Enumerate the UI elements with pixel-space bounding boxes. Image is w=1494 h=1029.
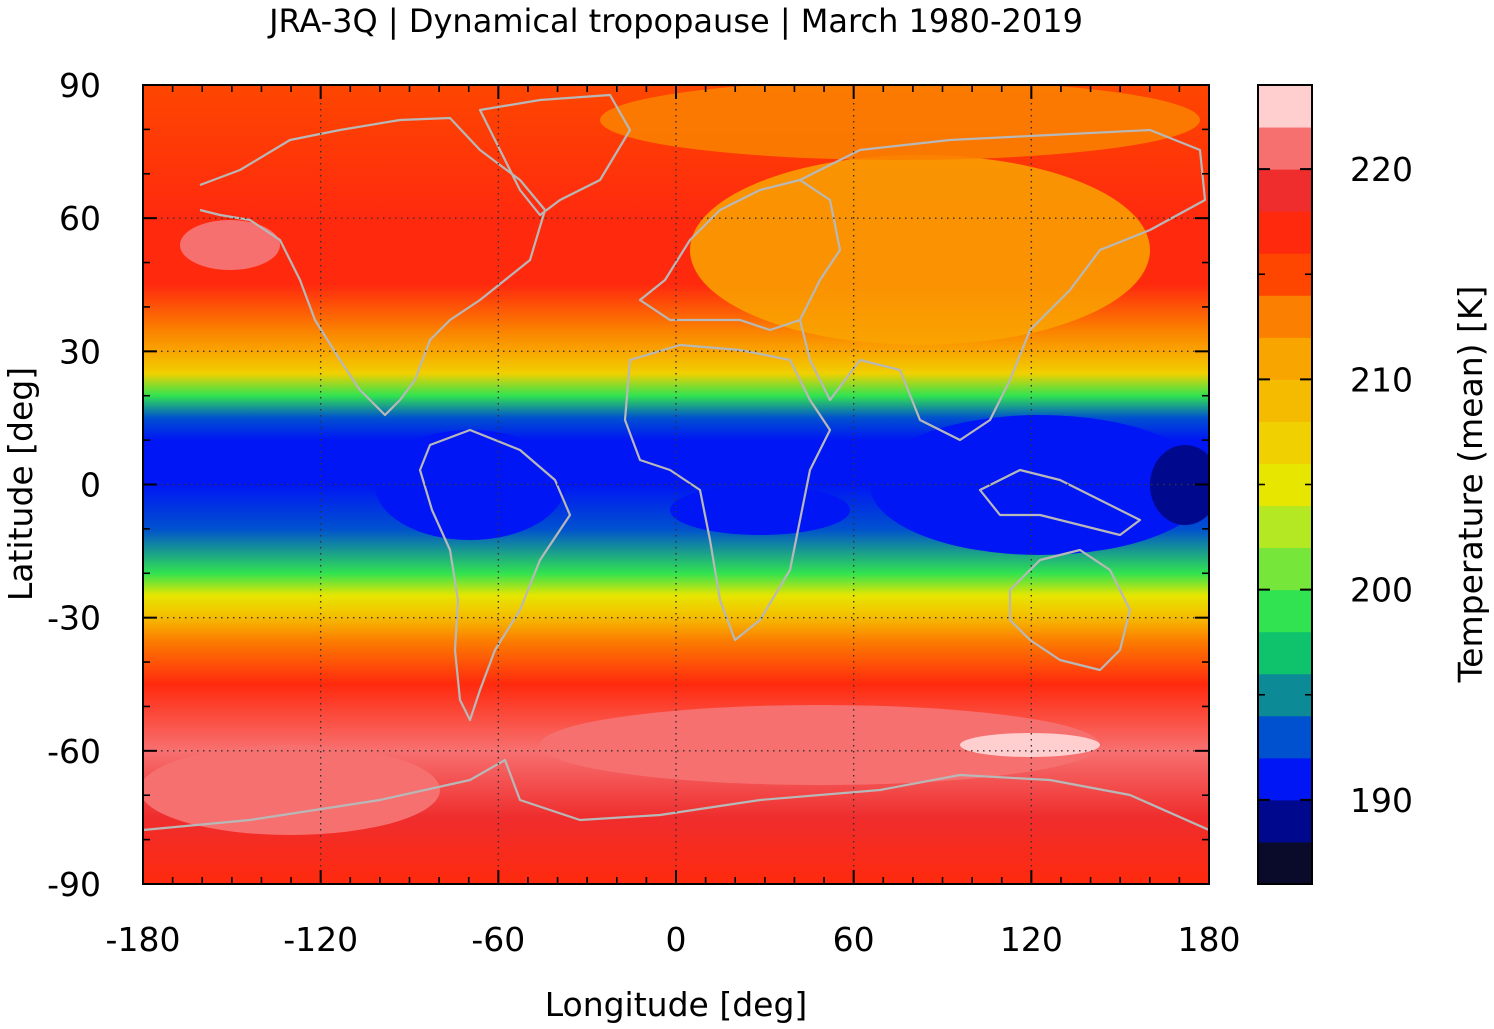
y-tick-label: 0 xyxy=(80,466,101,505)
arctic-warm-patch xyxy=(600,85,1200,160)
chart-title: JRA-3Q | Dynamical tropopause | March 19… xyxy=(267,2,1083,40)
colorbar xyxy=(1258,85,1312,885)
colorbar-swatch xyxy=(1258,127,1312,170)
maritime-continent-coastline xyxy=(978,468,1142,537)
west-pacific-min xyxy=(1150,445,1209,525)
maritime-cold-patch xyxy=(870,415,1209,555)
colorbar-swatch xyxy=(1258,505,1312,549)
gridlines xyxy=(143,85,1209,884)
colorbar-tick-label: 210 xyxy=(1350,360,1413,399)
y-tick-label: 90 xyxy=(59,66,101,105)
x-tick-label: 180 xyxy=(1178,920,1241,959)
south-ocean-patch-west xyxy=(143,745,440,835)
y-tick-label: -30 xyxy=(47,599,101,638)
colorbar-ticks: 190 200 210 220 xyxy=(1258,150,1413,820)
y-tick-label: -60 xyxy=(47,732,101,771)
south-ocean-max xyxy=(960,733,1100,757)
colorbar-swatch xyxy=(1258,169,1312,212)
anomaly-patches xyxy=(143,85,1209,835)
africa-coastline xyxy=(623,343,832,642)
colorbar-swatch xyxy=(1258,547,1312,591)
greenland-coastline xyxy=(478,93,632,217)
x-tick-label: -180 xyxy=(106,920,181,959)
colorbar-swatch xyxy=(1258,295,1312,338)
colorbar-swatch xyxy=(1258,673,1312,717)
y-tick-label: 60 xyxy=(59,199,101,238)
alaska-patch xyxy=(180,220,280,270)
colorbar-swatch xyxy=(1258,85,1312,128)
x-tick-label: 0 xyxy=(666,920,687,959)
south-america-coastline xyxy=(418,428,572,722)
colorbar-tick-label: 190 xyxy=(1350,781,1413,820)
colorbar-swatch xyxy=(1258,337,1312,380)
coastlines xyxy=(143,93,1209,832)
amazon-cold-patch xyxy=(375,430,565,540)
y-axis-title: Latitude [deg] xyxy=(1,367,40,601)
y-tick-label: -90 xyxy=(47,865,101,904)
colorbar-tick-label: 220 xyxy=(1350,150,1413,189)
x-tick-label: -60 xyxy=(471,920,525,959)
africa-cold-patch xyxy=(670,485,850,535)
x-axis-ticks: -180 -120 -60 0 60 120 180 xyxy=(106,85,1241,959)
colorbar-swatch xyxy=(1258,589,1312,633)
colorbar-swatch xyxy=(1258,841,1312,885)
y-tick-label: 30 xyxy=(59,332,101,371)
colorbar-swatch xyxy=(1258,253,1312,296)
colorbar-swatch xyxy=(1258,421,1312,464)
asia-coastline xyxy=(798,128,1207,442)
europe-coastline xyxy=(638,178,842,332)
colorbar-swatch xyxy=(1258,799,1312,843)
antarctica-coastline xyxy=(143,758,1209,832)
colorbar-tick-label: 200 xyxy=(1350,571,1413,610)
y-axis-ticks: 90 60 30 0 -30 -60 -90 xyxy=(47,66,1209,904)
colorbar-swatch xyxy=(1258,715,1312,759)
australia-coastline xyxy=(1008,548,1132,672)
x-tick-label: -120 xyxy=(283,920,358,959)
map-plot-area xyxy=(143,85,1209,884)
south-ocean-patch-east xyxy=(540,705,1100,785)
colorbar-title: Temperature (mean) [K] xyxy=(1451,286,1490,684)
colorbar-swatch xyxy=(1258,631,1312,675)
colorbar-swatch xyxy=(1258,379,1312,422)
siberia-warm-patch xyxy=(690,155,1150,345)
x-axis-title: Longitude [deg] xyxy=(545,985,808,1024)
colorbar-swatch xyxy=(1258,757,1312,801)
north-america-coastline xyxy=(199,116,547,417)
x-tick-label: 60 xyxy=(833,920,875,959)
colorbar-swatch xyxy=(1258,211,1312,254)
x-tick-label: 120 xyxy=(1000,920,1063,959)
colorbar-swatch xyxy=(1258,463,1312,507)
